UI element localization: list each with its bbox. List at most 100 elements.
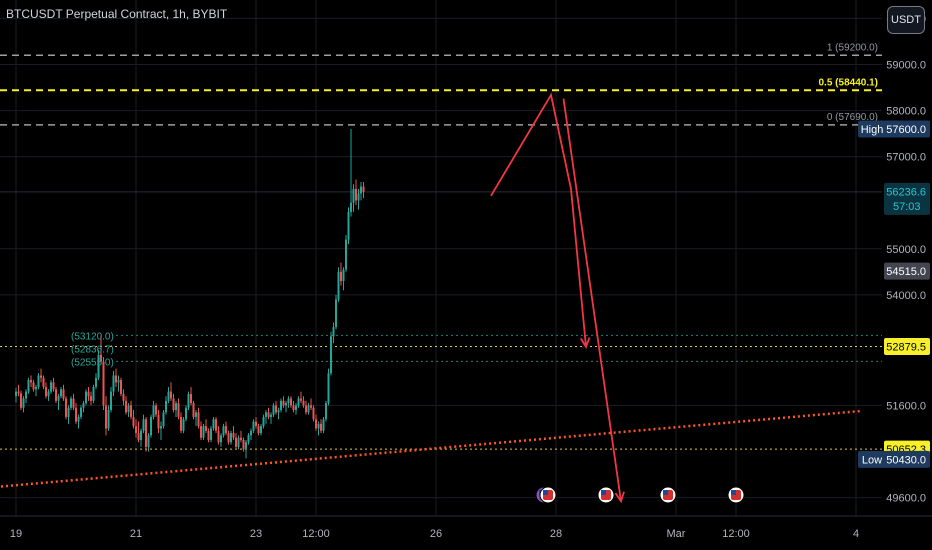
candle-body	[272, 405, 275, 415]
candle-body	[310, 405, 312, 408]
candle-body	[255, 421, 257, 427]
candle-body	[340, 271, 342, 282]
candle-body	[287, 398, 290, 404]
candle-body	[277, 410, 280, 413]
forecast-arrowhead	[614, 491, 625, 504]
candle-body	[20, 393, 22, 408]
time-tick-label: 12:00	[722, 528, 750, 540]
candle-body	[227, 433, 230, 443]
candle-body	[77, 416, 80, 422]
price-tick-label: 51600.0	[886, 400, 926, 412]
candle-body	[42, 377, 45, 387]
candle-body	[32, 382, 35, 390]
candle-body	[55, 389, 57, 401]
candle-body	[250, 430, 252, 436]
candle-body	[132, 416, 135, 427]
candle-body	[72, 398, 75, 408]
time-tick-label: 12:00	[302, 528, 330, 540]
candle-body	[280, 400, 282, 411]
candle-body	[305, 405, 307, 413]
price-label-box	[884, 450, 930, 468]
price-tick-label: 49600.0	[886, 493, 926, 505]
candle-body	[357, 193, 360, 201]
zone-price-label: (52836.7)	[71, 344, 114, 355]
candle-body	[267, 412, 270, 417]
candle-body	[65, 398, 67, 417]
candle-body	[175, 403, 177, 411]
price-label-box	[884, 120, 930, 138]
flag-canton	[601, 490, 606, 495]
candle-body	[60, 389, 62, 397]
candle-body	[122, 393, 125, 401]
candle-body	[47, 391, 50, 397]
candle-body	[170, 391, 172, 399]
price-tag-box	[858, 450, 886, 468]
candle-body	[345, 239, 347, 270]
candle-body	[200, 426, 202, 438]
time-tick-label: 4	[853, 528, 859, 540]
us-event-flag-icon[interactable]	[659, 486, 677, 504]
candle-body	[282, 400, 285, 406]
candle-body	[265, 412, 267, 417]
candle-body	[107, 410, 110, 429]
candle-body	[210, 428, 212, 440]
price-tick-label: 55000.0	[886, 244, 926, 256]
candle-body	[335, 299, 337, 328]
candle-body	[240, 437, 242, 440]
candle-body	[130, 405, 132, 417]
candle-body	[317, 423, 320, 429]
candle-body	[285, 403, 287, 406]
us-event-flag-icon[interactable]	[539, 486, 557, 504]
candle-body	[147, 435, 150, 447]
fib-level-label: 1 (59200.0)	[827, 42, 878, 53]
price-tag-label: High	[861, 124, 884, 136]
price-axis[interactable]: 60000.059000.058000.057000.055000.054000…	[858, 13, 930, 505]
candle-body	[15, 391, 17, 397]
candle-body	[350, 202, 352, 212]
candle-body	[207, 430, 210, 440]
time-axis[interactable]: 19 21 23 12:00 26 28 Mar 12:00 4	[0, 515, 932, 540]
level-lines: 1 (59200.0) 0.5 (58440.1) 0 (57690.0)	[0, 42, 882, 450]
forecast-arrowhead	[580, 337, 591, 349]
candle-body	[22, 398, 25, 408]
candle-body	[142, 419, 145, 431]
event-markers[interactable]	[535, 486, 745, 504]
candle-body	[165, 400, 167, 413]
price-label-value: 50430.0	[886, 454, 926, 466]
currency-button[interactable]: USDT	[887, 6, 925, 34]
candle-body	[125, 400, 127, 413]
candle-body	[297, 398, 300, 406]
candle-body	[257, 426, 260, 434]
candle-body	[217, 430, 220, 443]
candle-body	[225, 426, 227, 434]
candle-body	[105, 405, 107, 429]
candle-body	[270, 414, 272, 417]
candle-body	[252, 421, 255, 431]
candle-body	[342, 269, 345, 282]
price-tag-box	[858, 120, 886, 138]
candle-body	[315, 419, 317, 429]
price-label-box	[884, 182, 930, 215]
candle-body	[352, 188, 355, 203]
candle-body	[337, 271, 340, 300]
candle-body	[212, 419, 215, 429]
candle-body	[25, 391, 27, 399]
candle-body	[95, 377, 97, 387]
candle-body	[355, 188, 357, 201]
candle-body	[290, 398, 292, 406]
candle-body	[57, 396, 60, 401]
candles	[15, 129, 365, 459]
candle-body	[85, 391, 87, 404]
candle-body	[312, 407, 315, 420]
flag-canton	[731, 490, 736, 495]
candle-body	[152, 405, 155, 417]
us-event-flag-icon[interactable]	[597, 486, 615, 504]
candle-body	[155, 405, 157, 415]
zone-price-label: (52555.0)	[71, 357, 114, 368]
price-tick-label: 59000.0	[886, 60, 926, 72]
candle-body	[17, 391, 20, 394]
candle-body	[260, 426, 262, 434]
candle-body	[52, 382, 55, 390]
us-event-flag-icon[interactable]	[727, 486, 745, 504]
